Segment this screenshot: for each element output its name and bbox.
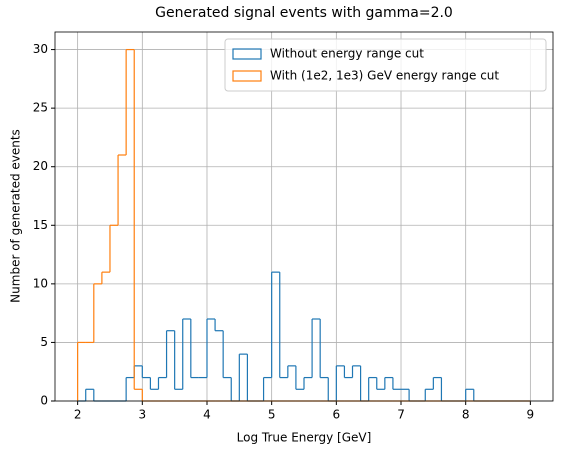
- y-tick-label: 25: [33, 101, 48, 115]
- y-tick-label: 5: [40, 335, 48, 349]
- x-tick-label: 7: [397, 408, 405, 422]
- x-tick-label: 8: [462, 408, 470, 422]
- legend-label: With (1e2, 1e3) GeV energy range cut: [270, 69, 499, 83]
- y-tick-label: 0: [40, 394, 48, 408]
- x-tick-label: 9: [527, 408, 535, 422]
- y-axis-label: Number of generated events: [9, 129, 23, 303]
- x-tick-label: 2: [74, 408, 82, 422]
- legend-swatch: [232, 70, 262, 82]
- x-tick-label: 5: [268, 408, 276, 422]
- x-axis-label: Log True Energy [GeV]: [237, 431, 372, 445]
- y-tick-label: 10: [33, 276, 48, 290]
- plot-frame: [54, 31, 554, 402]
- y-tick-label: 15: [33, 218, 48, 232]
- x-tick-label: 3: [138, 408, 146, 422]
- legend-label: Without energy range cut: [270, 47, 424, 61]
- legend-swatch: [232, 48, 262, 60]
- y-tick-label: 30: [33, 42, 48, 56]
- x-tick-label: 4: [203, 408, 211, 422]
- x-tick-label: 6: [333, 408, 341, 422]
- y-tick-label: 20: [33, 159, 48, 173]
- legend-box: [224, 38, 547, 92]
- chart-title: Generated signal events with gamma=2.0: [155, 5, 453, 21]
